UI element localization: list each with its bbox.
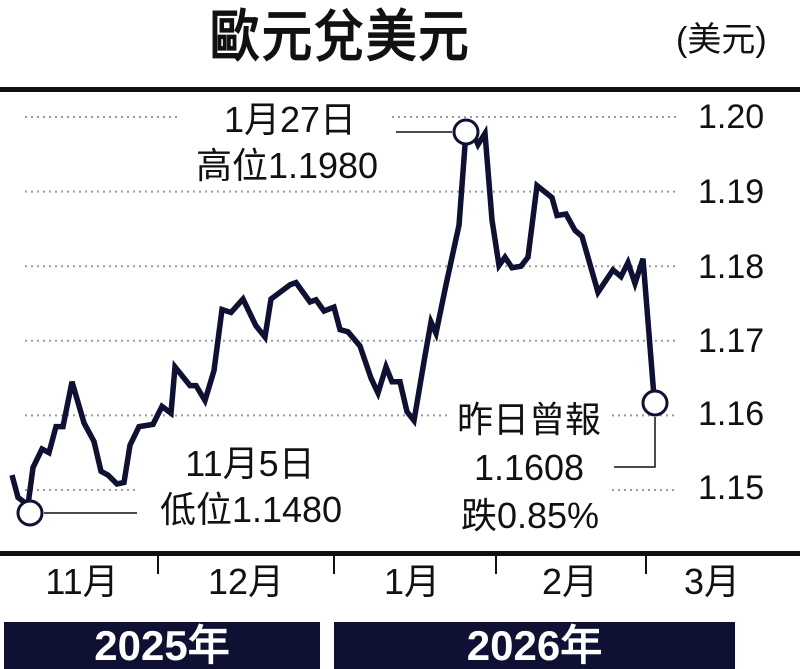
x-axis-line <box>0 551 800 556</box>
gridlines <box>25 116 678 491</box>
chart-title: 歐元兌美元 <box>209 5 471 68</box>
high-date-label: 1月27日 <box>223 99 357 140</box>
annotation-markers <box>16 118 669 527</box>
month-label-dec: 12月 <box>207 561 285 602</box>
month-divider <box>645 556 647 574</box>
month-label-feb: 2月 <box>541 561 599 602</box>
y-tick-1-16: 1.16 <box>698 395 765 433</box>
latest-value-label: 1.1608 <box>473 447 585 488</box>
y-tick-1-17: 1.17 <box>698 322 765 360</box>
y-tick-1-15: 1.15 <box>698 469 765 507</box>
month-divider <box>495 556 497 574</box>
eur-usd-line <box>9 123 657 510</box>
low-value-label: 低位1.1480 <box>159 489 343 530</box>
y-tick-1-19: 1.19 <box>698 173 765 211</box>
year-band-2025: 2025年 <box>4 622 320 669</box>
top-divider <box>0 87 800 92</box>
month-divider <box>157 556 159 574</box>
latest-title-label: 昨日曾報 <box>456 399 601 440</box>
y-tick-1-20: 1.20 <box>698 98 765 136</box>
unit-label: (美元) <box>676 21 767 59</box>
month-label-mar: 3月 <box>683 561 741 602</box>
month-label-nov: 11月 <box>45 561 119 602</box>
high-value-label: 高位1.1980 <box>195 145 379 186</box>
month-divider <box>333 556 335 574</box>
low-date-label: 11月5日 <box>185 443 315 484</box>
year-band-2026: 2026年 <box>334 622 735 669</box>
month-label-jan: 1月 <box>383 561 441 602</box>
latest-change-label: 跌0.85% <box>460 495 600 536</box>
annotation-connectors <box>44 131 656 514</box>
y-tick-1-18: 1.18 <box>698 248 765 286</box>
